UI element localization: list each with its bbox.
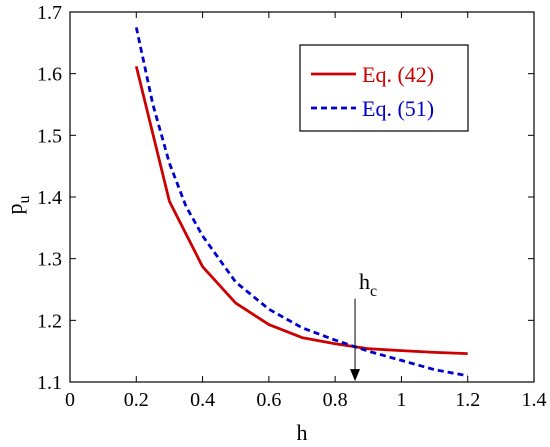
series-line-eq42 [134,65,468,355]
annotation-label-base: h [359,269,370,294]
y-axis-title-sub: u [16,196,33,204]
legend-label-eq42: Eq. (42) [362,62,434,87]
y-axis-title-base: p [2,204,27,215]
y-tick-label: 1.6 [37,64,62,86]
legend-box [299,44,469,132]
y-axis-title: pu [2,196,33,215]
annotation-label: hc [359,269,377,300]
x-tick-label: 0.6 [256,389,281,411]
x-tick-label: 1.4 [522,389,547,411]
annotation-label-sub: c [370,283,377,300]
y-tick-label: 1.2 [37,310,62,332]
y-tick-label: 1.7 [37,2,62,24]
down-arrow-icon [350,369,361,382]
x-tick-label: 1.2 [455,389,480,411]
x-tick-label: 0 [65,389,75,411]
x-tick-label: 0.8 [323,389,348,411]
x-axis-title: h [297,420,308,445]
y-tick-label: 1.1 [37,372,62,394]
series-layer [134,27,468,378]
x-tick-label: 1 [396,389,406,411]
y-tick-label: 1.5 [37,125,62,147]
y-tick-label: 1.4 [37,187,62,209]
legend: Eq. (42) Eq. (51) [299,44,469,132]
y-tick-label: 1.3 [37,249,62,271]
x-tick-label: 0.2 [124,389,149,411]
x-tick-label: 0.4 [190,389,215,411]
legend-label-eq51: Eq. (51) [362,96,434,121]
ticks: 0 0.2 0.4 0.6 0.8 1 1.2 1.4 1.1 1.2 1.3 1.4 1.5 1.6 1.… [37,2,547,411]
series-line-eq51 [134,27,468,378]
annotation: hc [350,269,377,382]
